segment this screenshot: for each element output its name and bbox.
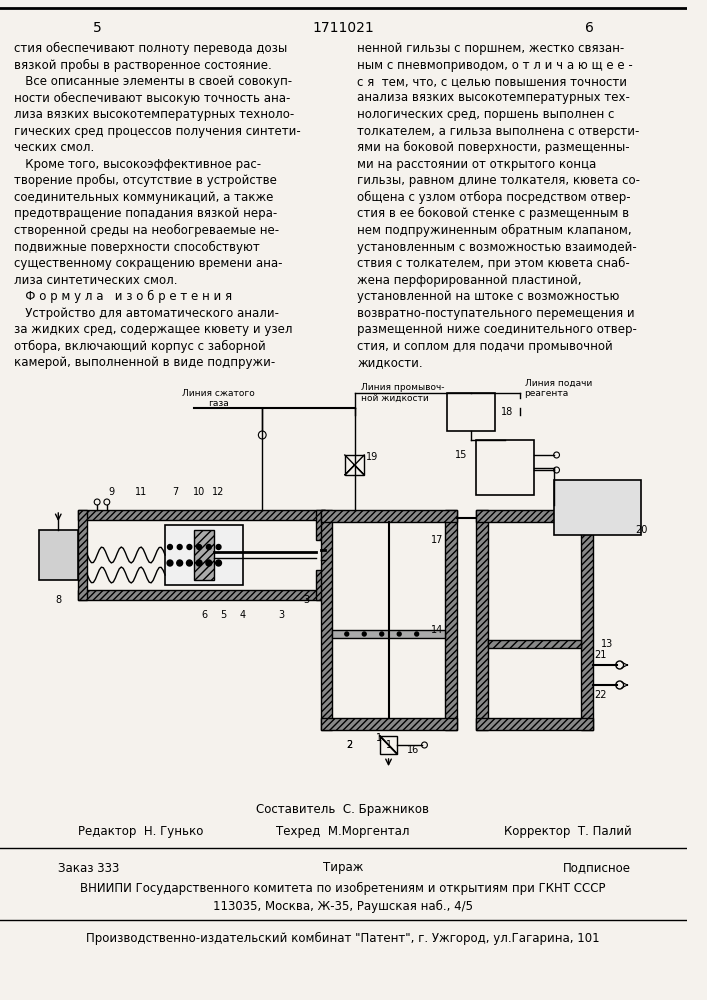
Circle shape: [397, 632, 401, 636]
Bar: [345, 455, 364, 475]
Bar: [320, 510, 457, 522]
Text: Линия промывоч-: Линия промывоч-: [361, 383, 445, 392]
Text: 1: 1: [385, 740, 392, 750]
Text: 3: 3: [279, 610, 285, 620]
Text: 21: 21: [594, 650, 607, 660]
Text: 10: 10: [193, 487, 205, 497]
Bar: [165, 525, 243, 585]
Bar: [447, 393, 496, 431]
Text: 13: 13: [601, 639, 613, 649]
Circle shape: [187, 560, 192, 566]
Circle shape: [345, 632, 349, 636]
Bar: [332, 630, 445, 638]
Text: ВНИИПИ Государственного комитета по изобретениям и открытиям при ГКНТ СССР: ВНИИПИ Государственного комитета по изоб…: [80, 881, 606, 895]
Circle shape: [415, 632, 419, 636]
Circle shape: [168, 544, 173, 550]
Text: 1: 1: [375, 733, 382, 743]
Bar: [476, 510, 592, 522]
Circle shape: [177, 560, 182, 566]
Circle shape: [187, 544, 192, 550]
Bar: [476, 718, 592, 730]
Bar: [194, 530, 214, 580]
Bar: [476, 440, 534, 495]
Text: ненной гильзы с поршнем, жестко связан-
ным с пневмоприводом, о т л и ч а ю щ е : ненной гильзы с поршнем, жестко связан- …: [358, 42, 641, 369]
Text: 2: 2: [346, 740, 353, 750]
Text: Редактор  Н. Гунько: Редактор Н. Гунько: [78, 826, 203, 838]
Text: 11: 11: [135, 487, 147, 497]
Circle shape: [216, 544, 221, 550]
Bar: [78, 590, 325, 600]
Text: 12: 12: [212, 487, 225, 497]
Text: Корректор  Т. Палий: Корректор Т. Палий: [503, 826, 631, 838]
Text: 9: 9: [109, 487, 115, 497]
Text: 17: 17: [431, 535, 443, 545]
Text: ной жидкости: ной жидкости: [361, 393, 429, 402]
Text: 7: 7: [172, 487, 178, 497]
Bar: [316, 510, 325, 540]
Text: 8: 8: [55, 595, 62, 605]
Text: 5: 5: [93, 21, 102, 35]
Bar: [476, 510, 488, 730]
Text: 113035, Москва, Ж-35, Раушская наб., 4/5: 113035, Москва, Ж-35, Раушская наб., 4/5: [213, 899, 473, 913]
Circle shape: [177, 544, 182, 550]
Bar: [554, 480, 641, 535]
Text: 18: 18: [501, 407, 513, 417]
Text: 6: 6: [585, 21, 594, 35]
Text: реагента: реагента: [525, 388, 568, 397]
Circle shape: [362, 632, 366, 636]
Text: 4: 4: [240, 610, 246, 620]
Circle shape: [197, 544, 201, 550]
Circle shape: [206, 544, 211, 550]
Text: 5: 5: [221, 610, 226, 620]
Text: 19: 19: [366, 452, 378, 462]
Circle shape: [216, 560, 221, 566]
Text: 2: 2: [346, 740, 353, 750]
Text: 6: 6: [201, 610, 207, 620]
Bar: [445, 510, 457, 730]
Bar: [380, 736, 397, 754]
Text: 14: 14: [431, 625, 443, 635]
Bar: [78, 510, 88, 600]
Text: Подписное: Подписное: [563, 861, 631, 874]
Text: 3: 3: [303, 595, 309, 605]
Circle shape: [197, 560, 202, 566]
Bar: [320, 510, 332, 730]
Circle shape: [380, 632, 384, 636]
Text: Линия подачи: Линия подачи: [525, 378, 592, 387]
Text: 20: 20: [635, 525, 648, 535]
Text: стия обеспечивают полноту перевода дозы
вязкой пробы в растворенное состояние.
 : стия обеспечивают полноту перевода дозы …: [13, 42, 300, 369]
Text: газа: газа: [208, 398, 229, 408]
Bar: [320, 718, 457, 730]
Text: 15: 15: [455, 450, 467, 460]
Bar: [316, 570, 325, 600]
Bar: [78, 510, 325, 520]
Text: 1711021: 1711021: [312, 21, 374, 35]
Text: Составитель  С. Бражников: Составитель С. Бражников: [257, 804, 429, 816]
Circle shape: [167, 560, 173, 566]
Text: Заказ 333: Заказ 333: [58, 861, 119, 874]
Text: Тираж: Тираж: [322, 861, 363, 874]
Bar: [39, 530, 78, 580]
Text: 16: 16: [407, 745, 419, 755]
Bar: [581, 510, 592, 730]
Text: 22: 22: [594, 690, 607, 700]
Text: Техред  М.Моргентал: Техред М.Моргентал: [276, 826, 409, 838]
Text: Производственно-издательский комбинат "Патент", г. Ужгород, ул.Гагарина, 101: Производственно-издательский комбинат "П…: [86, 931, 600, 945]
Bar: [488, 640, 581, 648]
Circle shape: [206, 560, 212, 566]
Text: Линия сжатого: Линия сжатого: [182, 388, 255, 397]
